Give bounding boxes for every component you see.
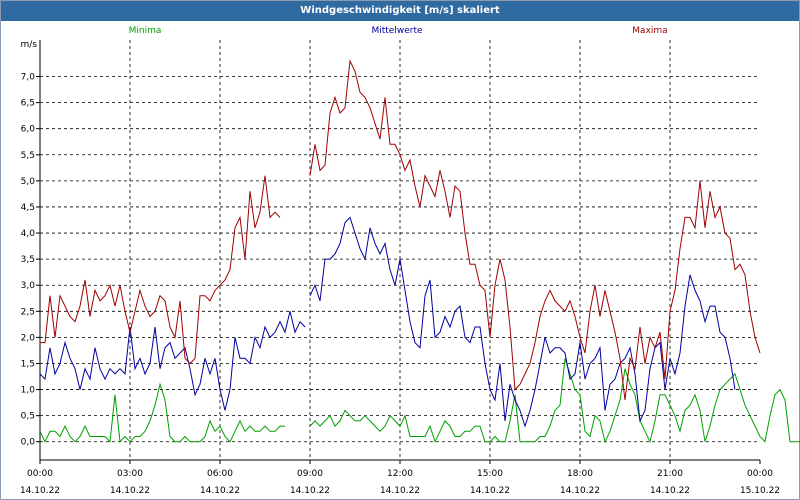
y-axis: 0,0 0,5 1,0 1,5 2,0 2,5 3,0 3,5 4,0 4,5 5,0 5,5 6,0 6… [21,40,41,460]
maxima-line-segment [40,175,281,365]
x-tick-time: 06:00 [207,469,233,479]
x-tick-date: 15.10.22 [740,486,780,496]
x-tick-date: 14.10.22 [650,486,690,496]
window-title: Windgeschwindigkeit [m/s] skaliert [1,1,799,21]
x-tick-date: 14.10.22 [380,486,420,496]
y-tick-label: 2,0 [21,333,36,343]
y-tick-label: 6,5 [21,99,35,109]
y-tick-label: 4,0 [21,229,36,239]
chart-series [39,59,800,444]
legend-minima: Minima [129,26,162,36]
y-tick-label: 0,5 [21,412,35,422]
minima-line-segment [39,382,285,443]
x-tick-time: 15:00 [477,469,503,479]
x-tick-date: 14.10.22 [20,486,60,496]
maxima-line-segment [309,59,761,401]
x-tick-time: 00:00 [747,469,773,479]
y-tick-label: 5,0 [21,177,36,187]
mittelwerte-line-segment [39,311,306,411]
x-tick-time: 00:00 [27,469,53,479]
x-tick-date: 14.10.22 [200,486,240,496]
x-axis: 00:00 14.10.22 03:00 14.10.22 06:00 14.10.22 0… [20,459,780,496]
y-axis-unit-label: m/s [21,40,38,50]
y-tick-label: 6,0 [21,125,36,135]
series-minima [39,358,800,444]
x-tick-date: 14.10.22 [560,486,600,496]
x-tick-date: 14.10.22 [470,486,510,496]
y-tick-label: 7,0 [21,73,36,83]
y-tick-label: 4,5 [21,203,35,213]
y-tick-label: 0,0 [21,438,36,448]
minima-line-segment [309,358,800,444]
x-tick-date: 14.10.22 [110,486,150,496]
x-tick-time: 12:00 [387,469,413,479]
chart-legend: Minima Mittelwerte Maxima [129,26,668,36]
x-tick-time: 09:00 [297,469,323,479]
x-tick-date: 14.10.22 [290,486,330,496]
series-mittelwerte [39,216,736,428]
y-tick-label: 3,5 [21,255,35,265]
x-tick-time: 18:00 [567,469,593,479]
x-tick-time: 21:00 [657,469,683,479]
legend-mittelwerte: Mittelwerte [371,26,422,36]
legend-maxima: Maxima [632,26,667,36]
x-tick-time: 03:00 [117,469,143,479]
mittelwerte-line-segment [309,216,736,428]
y-tick-label: 3,0 [21,281,36,291]
chart-grid [40,40,760,460]
series-maxima [40,59,761,401]
y-tick-label: 2,5 [21,307,35,317]
y-tick-label: 1,5 [21,359,35,369]
y-tick-label: 5,5 [21,151,35,161]
y-tick-label: 1,0 [21,386,36,396]
